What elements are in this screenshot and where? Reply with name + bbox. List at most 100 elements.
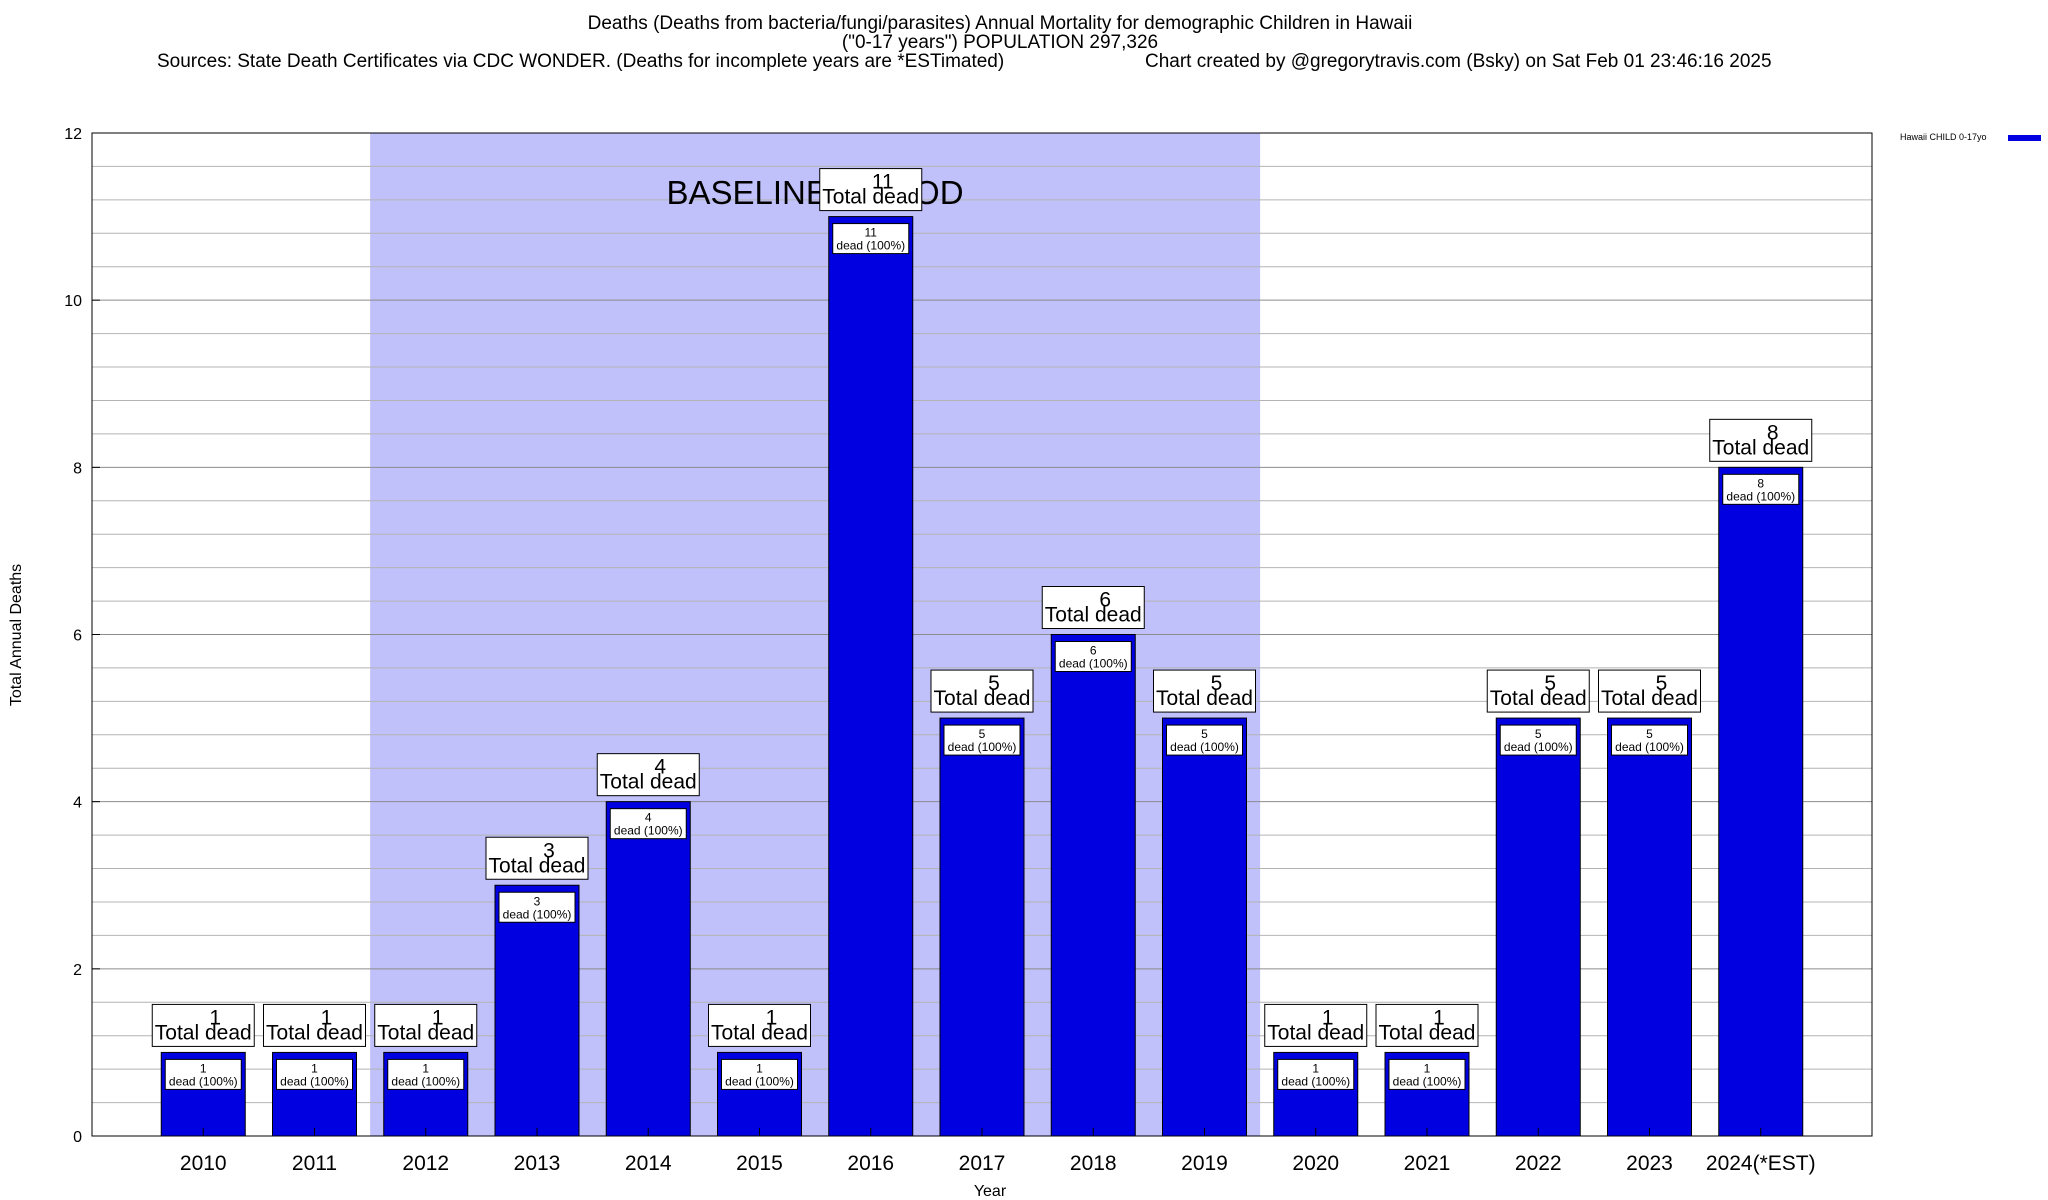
- bar-inner-label: dead (100%): [1615, 740, 1684, 754]
- bar: [1718, 466, 1804, 1137]
- bar-inner-label: dead (100%): [1726, 489, 1795, 503]
- bar-inner-label-box: [1611, 724, 1688, 756]
- x-tick-label: 2017: [959, 1152, 1006, 1175]
- bar-inner-label-box: [164, 1058, 242, 1090]
- bar-total-label-box: [819, 168, 923, 212]
- bar-inner-label-box: [1054, 641, 1132, 672]
- bar-inner-label: dead (100%): [948, 740, 1017, 754]
- bar-total-value: 3: [543, 839, 555, 862]
- x-tick-label: 2010: [180, 1152, 227, 1175]
- bar-total-label-box: [1486, 669, 1590, 713]
- bar-total-label-box: [1153, 669, 1256, 713]
- bar-total-label-box: [151, 1003, 255, 1047]
- x-tick-label: 2018: [1070, 1152, 1117, 1175]
- bar-inner-label: dead (100%): [280, 1074, 349, 1088]
- bar-total-label: Total dead: [822, 186, 919, 209]
- bar-inner-value: 6: [1090, 644, 1097, 658]
- x-tick-label: 2023: [1626, 1152, 1673, 1175]
- x-tick-label: 2016: [847, 1152, 894, 1175]
- y-tick-label: 2: [73, 962, 82, 979]
- bar: [494, 884, 580, 1137]
- bar-total-value: 1: [432, 1006, 444, 1029]
- bar-inner-value: 3: [534, 894, 541, 908]
- bar-total-value: 11: [872, 171, 894, 194]
- x-tick-label: 2021: [1404, 1152, 1451, 1175]
- bar-total-value: 1: [1322, 1006, 1334, 1029]
- bar-total-label: Total dead: [1045, 604, 1142, 627]
- bar-inner-value: 1: [756, 1061, 763, 1075]
- bar-total-label: Total dead: [377, 1021, 474, 1044]
- x-tick-label: 2012: [402, 1152, 449, 1175]
- bar-total-label: Total dead: [1267, 1021, 1364, 1044]
- x-tick-label: 2024(*EST): [1706, 1152, 1816, 1175]
- bar-total-label-box: [1264, 1003, 1368, 1047]
- bar-inner-label: dead (100%): [1393, 1074, 1462, 1088]
- chart-credit: Chart created by @gregorytravis.com (Bsk…: [1145, 51, 1772, 72]
- bar-inner-label: dead (100%): [169, 1074, 238, 1088]
- bar-inner-value: 8: [1757, 476, 1764, 490]
- bar-inner-label: dead (100%): [391, 1074, 460, 1088]
- bar-total-value: 5: [988, 672, 1000, 695]
- legend-label: Hawaii CHILD 0-17yo: [1900, 132, 1987, 142]
- bar: [1495, 717, 1581, 1137]
- bar-inner-label-box: [1166, 724, 1243, 756]
- bar-total-label: Total dead: [1712, 436, 1809, 459]
- bar-total-value: 1: [321, 1006, 333, 1029]
- bar-inner-label-box: [1388, 1058, 1466, 1090]
- bar-inner-label-box: [1499, 724, 1577, 756]
- bar-total-value: 1: [766, 1006, 778, 1029]
- bar-inner-value: 1: [1312, 1061, 1319, 1075]
- bar-total-label-box: [708, 1003, 811, 1047]
- bar-total-value: 6: [1099, 589, 1111, 612]
- bar-inner-value: 1: [1424, 1061, 1431, 1075]
- bar-total-label: Total dead: [155, 1021, 252, 1044]
- bar-total-label-box: [485, 836, 589, 880]
- bar-total-label-box: [596, 753, 700, 797]
- bar-inner-label: dead (100%): [1504, 740, 1573, 754]
- bar-inner-value: 1: [311, 1061, 318, 1075]
- bar-total-value: 8: [1767, 421, 1779, 444]
- bar-inner-label: dead (100%): [836, 239, 905, 253]
- bar-total-label-box: [374, 1003, 478, 1047]
- bar: [1050, 634, 1136, 1137]
- bar-total-label: Total dead: [266, 1021, 363, 1044]
- bar-inner-label-box: [387, 1058, 465, 1090]
- legend-swatch: [2008, 135, 2041, 141]
- bar-inner-label: dead (100%): [614, 824, 683, 838]
- bar-total-label-box: [263, 1003, 366, 1047]
- x-tick-label: 2022: [1515, 1152, 1562, 1175]
- chart-subtitle: ("0-17 years") POPULATION 297,326: [841, 32, 1159, 53]
- bar-inner-label: dead (100%): [725, 1074, 794, 1088]
- bar-total-value: 1: [1433, 1006, 1445, 1029]
- x-tick-label: 2014: [625, 1152, 672, 1175]
- x-tick-label: 2020: [1292, 1152, 1339, 1175]
- x-tick-label: 2011: [292, 1152, 337, 1175]
- y-tick-label: 0: [73, 1129, 82, 1146]
- bar: [828, 216, 914, 1137]
- x-tick-label: 2019: [1181, 1152, 1228, 1175]
- bar-total-label-box: [1041, 586, 1145, 629]
- bar-total-label-box: [1709, 418, 1813, 462]
- bar: [1607, 717, 1692, 1137]
- y-tick-label: 4: [73, 795, 82, 812]
- bar-total-label: Total dead: [1490, 687, 1587, 710]
- bar-total-label-box: [1375, 1003, 1479, 1047]
- bar-total-label: Total dead: [600, 771, 697, 794]
- x-tick-label: 2013: [514, 1152, 561, 1175]
- bar-inner-label-box: [276, 1058, 353, 1090]
- bar-total-value: 5: [1656, 672, 1668, 695]
- bar-inner-value: 1: [200, 1061, 207, 1075]
- bar-inner-label-box: [498, 891, 576, 923]
- bar-total-value: 4: [654, 756, 666, 779]
- bar-inner-label-box: [1277, 1058, 1355, 1090]
- chart-title: Deaths (Deaths from bacteria/fungi/paras…: [587, 13, 1413, 34]
- bar-total-label: Total dead: [489, 854, 586, 877]
- bar: [939, 717, 1025, 1137]
- y-tick-label: 10: [64, 293, 82, 310]
- x-axis-label: Year: [974, 1183, 1007, 1200]
- bar-inner-label-box: [832, 223, 910, 255]
- bar-inner-value: 5: [1201, 727, 1208, 741]
- y-tick-label: 6: [73, 628, 82, 645]
- bar-total-label: Total dead: [1601, 687, 1698, 710]
